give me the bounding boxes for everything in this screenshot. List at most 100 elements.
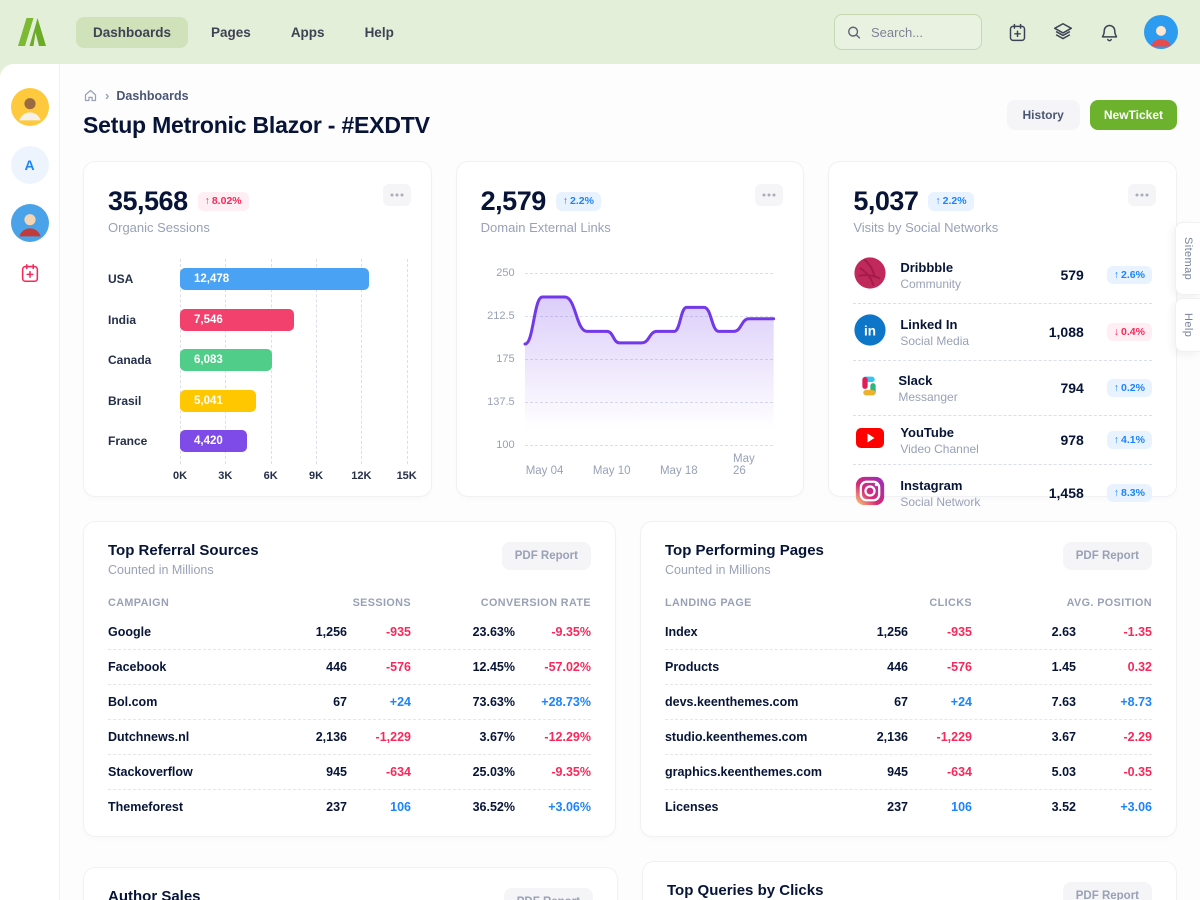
app-logo[interactable] — [0, 17, 60, 47]
row-value-2: 23.63% — [472, 625, 515, 639]
nav-item-help[interactable]: Help — [364, 24, 394, 40]
social-item-texts: Dribbble Community — [900, 260, 1047, 291]
sidebar-avatar-initial[interactable]: A — [10, 146, 49, 184]
y-tick-label: 250 — [496, 267, 515, 279]
card-menu-button[interactable] — [755, 184, 784, 206]
table-row[interactable]: Themeforest 237 106 36.52% +3.06% — [108, 790, 591, 824]
bar-india: 7,546 — [180, 308, 295, 331]
pdf-report-button[interactable]: PDF Report — [1062, 882, 1152, 900]
bar-value-label: 12,478 — [194, 273, 230, 286]
external-links-delta-badge: ↑ 2.2% — [555, 192, 601, 211]
new-ticket-button[interactable]: NewTicket — [1089, 100, 1177, 130]
organic-sessions-bar-chart: USA 12,478 India 7,546 Canada 6,083 Brasil 5,04… — [108, 259, 417, 488]
h-gridline — [524, 445, 774, 446]
organic-sessions-label: Organic Sessions — [108, 220, 210, 235]
history-button[interactable]: History — [1006, 100, 1080, 130]
social-visits-delta-badge: ↑ 2.2% — [928, 192, 974, 211]
table-row[interactable]: Facebook 446 -576 12.45% -57.02% — [108, 650, 591, 685]
row-delta-2: -9.35% — [551, 765, 591, 779]
sitemap-tab[interactable]: Sitemap — [1175, 222, 1200, 296]
nav-item-pages[interactable]: Pages — [211, 24, 251, 40]
delta-badge: ↑ 0.2% — [1106, 378, 1152, 398]
person-silhouette-icon — [1151, 25, 1171, 47]
card-menu-button[interactable] — [1127, 184, 1156, 206]
help-tab[interactable]: Help — [1175, 298, 1200, 353]
bar-chart-row: India 7,546 — [108, 300, 407, 341]
table-row[interactable]: studio.keenthemes.com 2,136 -1,229 3.67 -2.2… — [664, 720, 1152, 755]
layers-icon[interactable] — [1052, 21, 1074, 43]
notifications-bell-icon[interactable] — [1098, 21, 1120, 43]
card-top-performing-pages: Top Performing Pages Counted in Millions… — [639, 521, 1177, 837]
table-row[interactable]: graphics.keenthemes.com 945 -634 5.03 -0.35 — [664, 755, 1152, 790]
bar-country-label: Brasil — [108, 393, 142, 408]
row-name: Licenses — [664, 800, 719, 814]
x-tick-label: 3K — [218, 469, 233, 482]
social-item-value: 1,088 — [1048, 324, 1084, 340]
arrow-up-icon: ↑ — [204, 195, 210, 208]
social-item-linkedin[interactable]: in Linked In Social Media 1,088 ↓ 0.4% — [853, 304, 1152, 361]
arrow-up-icon: ↑ — [1113, 433, 1120, 446]
sidebar-calendar-add-icon[interactable] — [19, 262, 41, 284]
table-row[interactable]: Stackoverflow 945 -634 25.03% -9.35% — [108, 755, 591, 790]
row-value-2: 3.67 — [1051, 730, 1076, 744]
row-value-2: 25.03% — [472, 765, 515, 779]
table-row[interactable]: Google 1,256 -935 23.63% -9.35% — [108, 615, 591, 650]
sidebar-avatar-1[interactable] — [10, 88, 49, 126]
table-row[interactable]: Products 446 -576 1.45 0.32 — [664, 650, 1152, 685]
nav-item-dashboards[interactable]: Dashboards — [76, 16, 189, 48]
social-item-texts: Linked In Social Media — [900, 317, 1035, 348]
social-item-instagram[interactable]: Instagram Social Network 1,458 ↑ 8.3% — [853, 465, 1152, 521]
x-tick-label: May 26 — [733, 453, 755, 477]
row-value-2: 12.45% — [472, 660, 515, 674]
arrow-up-icon: ↑ — [562, 195, 568, 208]
search-box[interactable] — [834, 14, 982, 50]
social-item-slack[interactable]: Slack Messanger 794 ↑ 0.2% — [853, 361, 1152, 416]
social-item-dribbble[interactable]: Dribbble Community 579 ↑ 2.6% — [853, 247, 1152, 304]
pdf-report-button[interactable]: PDF Report — [503, 888, 593, 900]
pdf-report-button[interactable]: PDF Report — [1062, 542, 1152, 570]
calendar-add-icon[interactable] — [1006, 21, 1028, 43]
search-input[interactable] — [869, 23, 969, 41]
card-domain-external-links: 2,579 ↑ 2.2% Domain External Links 250 212… — [455, 161, 805, 497]
card-menu-button[interactable] — [382, 184, 411, 206]
bar-value-label: 5,041 — [194, 394, 223, 407]
sidebar-avatar-2[interactable] — [10, 204, 49, 242]
top-queries-title: Top Queries by Clicks — [667, 882, 824, 899]
home-icon[interactable] — [83, 88, 98, 103]
row-value-1: 2,136 — [315, 730, 347, 744]
table-row[interactable]: Bol.com 67 +24 73.63% +28.73% — [108, 685, 591, 720]
social-item-name: Instagram — [900, 477, 963, 493]
table-row[interactable]: devs.keenthemes.com 67 +24 7.63 +8.73 — [664, 685, 1152, 720]
arrow-up-icon: ↑ — [1113, 268, 1120, 281]
metronic-logo-icon — [18, 18, 46, 46]
svg-text:in: in — [864, 323, 876, 338]
breadcrumb-item-dashboards[interactable]: Dashboards — [116, 88, 189, 103]
ellipsis-icon — [390, 193, 404, 197]
row-delta-1: -935 — [946, 625, 972, 639]
external-links-label: Domain External Links — [480, 220, 611, 235]
social-item-desc: Social Media — [900, 333, 970, 348]
row-delta-1: -576 — [385, 660, 411, 674]
breadcrumb-separator-icon: › — [105, 88, 110, 103]
linkedin-icon: in — [853, 313, 887, 352]
y-tick-label: 175 — [496, 353, 515, 365]
table-row[interactable]: Licenses 237 106 3.52 +3.06 — [665, 790, 1152, 824]
y-tick-label: 137.5 — [487, 396, 515, 408]
x-tick-label: 0K — [172, 469, 188, 482]
row-delta-2: -1.35 — [1123, 625, 1153, 639]
slack-icon — [853, 370, 885, 407]
row-value-1: 2,136 — [876, 730, 908, 744]
bar-chart-row: Brasil 5,041 — [108, 381, 407, 422]
x-tick-label: 15K — [396, 469, 417, 482]
social-item-name: Linked In — [900, 316, 958, 332]
table-row[interactable]: Index 1,256 -935 2.63 -1.35 — [664, 615, 1153, 650]
social-item-youtube[interactable]: YouTube Video Channel 978 ↑ 4.1% — [853, 416, 1152, 465]
pdf-report-button[interactable]: PDF Report — [501, 542, 591, 570]
social-item-value: 978 — [1060, 432, 1084, 448]
nav-item-apps[interactable]: Apps — [290, 24, 325, 40]
user-avatar[interactable] — [1144, 15, 1178, 49]
table-row[interactable]: Dutchnews.nl 2,136 -1,229 3.67% -12.29% — [108, 720, 591, 755]
arrow-up-icon: ↑ — [935, 195, 941, 208]
social-item-value: 794 — [1060, 380, 1084, 396]
bar-country-label: Canada — [108, 353, 152, 368]
